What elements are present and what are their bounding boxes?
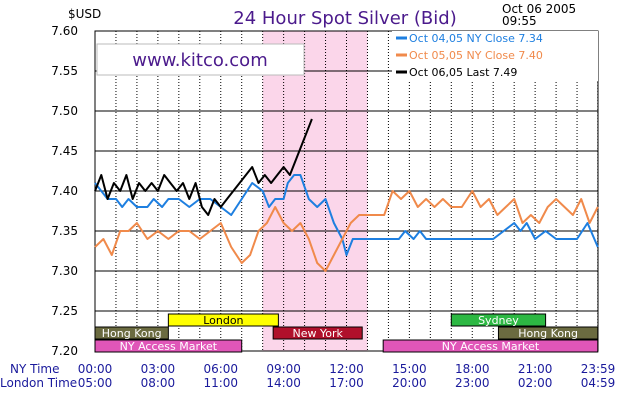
x-tick-label-ny: 06:00	[203, 362, 238, 376]
x-tick-label-ny: 18:00	[455, 362, 490, 376]
series-line	[94, 118, 313, 216]
legend: Oct 04,05 NY Close 7.34 Oct 05,05 NY Clos…	[392, 31, 598, 81]
market-session-bar	[497, 326, 599, 340]
legend-label: Oct 06,05 Last 7.49	[409, 66, 517, 79]
chart-title: 24 Hour Spot Silver (Bid)	[233, 8, 456, 29]
market-session-label: Hong Kong	[518, 327, 578, 340]
market-session-bar	[167, 313, 279, 327]
x-tick-label-ny: 09:00	[266, 362, 301, 376]
chart-date: Oct 06 2005	[502, 2, 576, 16]
x-tick-label-london: 04:59	[581, 376, 616, 390]
y-tick-label: 7.35	[51, 224, 78, 238]
x-tick-label-london: 17:00	[329, 376, 364, 390]
market-session-label: NY Access Market	[120, 340, 218, 353]
x-tick-label-ny: 21:00	[518, 362, 553, 376]
market-session-label: London	[203, 314, 243, 327]
x-tick-label-london: 02:00	[518, 376, 553, 390]
y-tick-label: 7.55	[51, 64, 78, 78]
x-tick-label-london: 11:00	[203, 376, 238, 390]
x-tick-label-london: 08:00	[141, 376, 176, 390]
watermark-box: www.kitco.com	[96, 43, 305, 76]
x-tick-label-ny: 23:59	[581, 362, 616, 376]
ny-time-label: NY Time	[10, 362, 60, 376]
london-time-label: London Time	[0, 376, 77, 390]
x-tick-label-ny: 15:00	[392, 362, 427, 376]
x-tick-label-london: 23:00	[455, 376, 490, 390]
series-line	[94, 174, 599, 256]
chart-time: 09:55	[502, 14, 537, 28]
market-session-label: NY Access Market	[442, 340, 540, 353]
market-session-label: New York	[292, 327, 343, 340]
market-session-bar	[94, 326, 169, 340]
y-tick-label: 7.20	[51, 344, 78, 358]
market-session-bar	[382, 339, 599, 353]
x-tick-label-london: 05:00	[78, 376, 113, 390]
market-session-label: Sydney	[478, 314, 519, 327]
market-session-bar	[272, 326, 363, 340]
x-tick-label-ny: 00:00	[78, 362, 113, 376]
legend-background	[392, 31, 598, 81]
y-tick-label: 7.25	[51, 304, 78, 318]
legend-label: Oct 05,05 NY Close 7.40	[409, 49, 543, 62]
market-session-bar	[94, 339, 243, 353]
x-tick-label-london: 20:00	[392, 376, 427, 390]
legend-label: Oct 04,05 NY Close 7.34	[409, 32, 543, 45]
x-tick-label-ny: 03:00	[141, 362, 176, 376]
y-tick-label: 7.60	[51, 24, 78, 38]
y-tick-label: 7.45	[51, 144, 78, 158]
plot-area: 7.20 7.25 7.30 7.35 7.40 7.45 7.50 7.55 7.60 00:0…	[51, 24, 615, 390]
series-line	[94, 190, 599, 272]
x-tick-label-ny: 12:00	[329, 362, 364, 376]
market-session-label: Hong Kong	[102, 327, 162, 340]
x-tick-label-london: 14:00	[266, 376, 301, 390]
y-tick-label: 7.30	[51, 264, 78, 278]
unit-label: $USD	[68, 7, 101, 21]
market-session-bar	[450, 313, 547, 327]
watermark: www.kitco.com	[132, 50, 267, 71]
y-tick-label: 7.50	[51, 104, 78, 118]
y-tick-label: 7.40	[51, 184, 78, 198]
